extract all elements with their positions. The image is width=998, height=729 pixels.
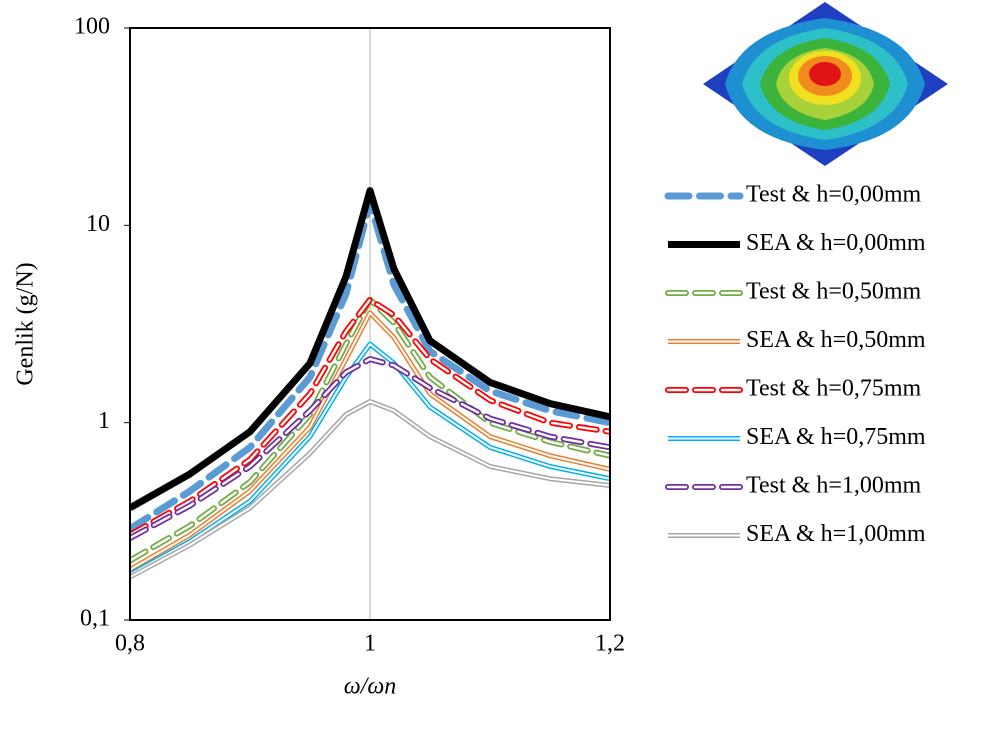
legend-label: SEA & h=0,75mm (746, 424, 926, 450)
y-tick-label: 10 (86, 211, 110, 237)
plot-frame (129, 27, 611, 621)
y-tick-label: 0,1 (80, 606, 110, 632)
legend-label: Test & h=0,75mm (746, 376, 922, 402)
legend-label: Test & h=0,00mm (746, 182, 922, 208)
y-axis-label: Genlik (g/N) (13, 262, 39, 385)
legend-label: Test & h=1,00mm (746, 473, 922, 499)
series-line-inner (130, 343, 610, 576)
series-line (130, 187, 610, 511)
series-line-inner (130, 357, 610, 540)
x-axis-label: ω/ωn (344, 674, 397, 700)
legend: Test & h=0,00mm SEA & h=0,00mm Test & h=0,… (664, 182, 926, 547)
plot-lines (130, 187, 610, 580)
series-line-inner (130, 400, 610, 578)
legend-label: Test & h=0,50mm (746, 279, 922, 305)
legend-label: SEA & h=1,00mm (746, 521, 926, 547)
ticks: 0,8 1 1,2 0,1 1 10 100 (74, 14, 625, 657)
legend-label: SEA & h=0,50mm (746, 327, 926, 353)
series-line-inner (130, 311, 610, 571)
plate-image (703, 2, 948, 166)
y-tick-label: 1 (98, 408, 110, 434)
series-line-inner (130, 298, 610, 537)
legend-label: SEA & h=0,00mm (746, 230, 926, 256)
x-tick-label: 0,8 (115, 631, 145, 657)
x-tick-label: 1,2 (595, 631, 625, 657)
x-tick-label: 1 (364, 631, 376, 657)
y-tick-label: 100 (74, 14, 110, 40)
